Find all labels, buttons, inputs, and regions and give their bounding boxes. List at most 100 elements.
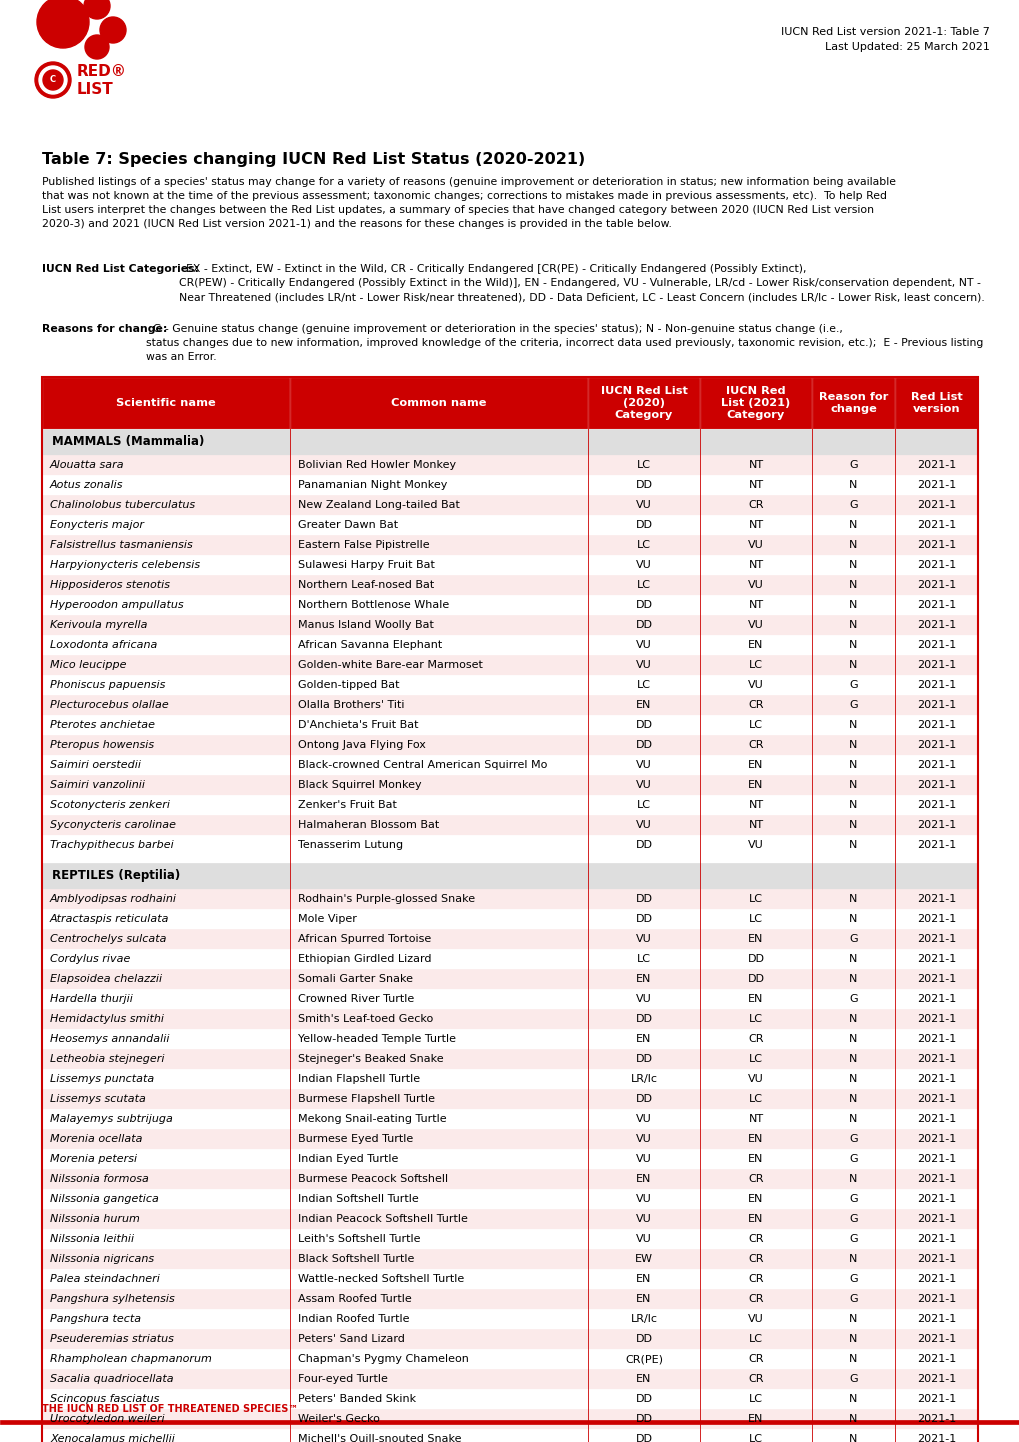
Text: VU: VU (636, 934, 651, 945)
Text: 2021-1: 2021-1 (916, 955, 955, 965)
Text: NT: NT (748, 521, 763, 531)
Text: N: N (849, 973, 857, 983)
Text: Tenasserim Lutung: Tenasserim Lutung (298, 841, 403, 849)
Text: NT: NT (748, 800, 763, 810)
Text: Peters' Banded Skink: Peters' Banded Skink (298, 1394, 416, 1405)
Bar (42, 989, 977, 1009)
Text: CR: CR (748, 699, 763, 709)
Text: Atractaspis reticulata: Atractaspis reticulata (50, 914, 169, 924)
Text: 2021-1: 2021-1 (916, 1115, 955, 1123)
Text: Falsistrellus tasmaniensis: Falsistrellus tasmaniensis (50, 539, 193, 549)
Text: New Zealand Long-tailed Bat: New Zealand Long-tailed Bat (298, 500, 460, 510)
Text: Harpyionycteris celebensis: Harpyionycteris celebensis (50, 559, 200, 570)
Text: Nilssonia formosa: Nilssonia formosa (50, 1174, 149, 1184)
Text: 2021-1: 2021-1 (916, 973, 955, 983)
Text: DD: DD (635, 1394, 652, 1405)
Text: 2021-1: 2021-1 (916, 1154, 955, 1164)
Bar (42, 1350, 977, 1368)
Text: NT: NT (748, 559, 763, 570)
Text: N: N (849, 1334, 857, 1344)
Text: DD: DD (747, 973, 764, 983)
Text: Chalinolobus tuberculatus: Chalinolobus tuberculatus (50, 500, 195, 510)
Text: G: G (849, 1133, 857, 1144)
Text: 2021-1: 2021-1 (916, 460, 955, 470)
Text: DD: DD (635, 841, 652, 849)
Text: Smith's Leaf-toed Gecko: Smith's Leaf-toed Gecko (298, 1014, 433, 1024)
Text: Ethiopian Girdled Lizard: Ethiopian Girdled Lizard (298, 955, 431, 965)
Bar (42, 695, 977, 715)
Bar (42, 890, 977, 908)
Circle shape (43, 71, 63, 89)
Bar (42, 456, 977, 474)
Text: 2021-1: 2021-1 (916, 699, 955, 709)
Text: 2021-1: 2021-1 (916, 934, 955, 945)
Text: Scotonycteris zenkeri: Scotonycteris zenkeri (50, 800, 170, 810)
Text: EW: EW (635, 1255, 652, 1265)
Text: Black Squirrel Monkey: Black Squirrel Monkey (298, 780, 421, 790)
Bar (42, 675, 977, 695)
Text: 2021-1: 2021-1 (916, 760, 955, 770)
Bar (42, 575, 977, 596)
Text: Greater Dawn Bat: Greater Dawn Bat (298, 521, 397, 531)
Text: 2021-1: 2021-1 (916, 820, 955, 831)
Text: G: G (849, 934, 857, 945)
Text: DD: DD (635, 1415, 652, 1425)
Text: EN: EN (748, 640, 763, 650)
Text: Golden-tipped Bat: Golden-tipped Bat (298, 681, 399, 691)
Bar (42, 1249, 977, 1269)
Text: DD: DD (747, 955, 764, 965)
Bar (42, 1289, 977, 1309)
Text: DD: DD (635, 740, 652, 750)
Text: Amblyodipsas rodhaini: Amblyodipsas rodhaini (50, 894, 177, 904)
Text: G - Genuine status change (genuine improvement or deterioration in the species' : G - Genuine status change (genuine impro… (147, 324, 983, 362)
Text: VU: VU (636, 820, 651, 831)
Text: 2021-1: 2021-1 (916, 1054, 955, 1064)
Text: 2021-1: 2021-1 (916, 660, 955, 671)
Text: Golden-white Bare-ear Marmoset: Golden-white Bare-ear Marmoset (298, 660, 482, 671)
Text: Pterotes anchietae: Pterotes anchietae (50, 720, 155, 730)
Text: Elapsoidea chelazzii: Elapsoidea chelazzii (50, 973, 162, 983)
Text: Black Softshell Turtle: Black Softshell Turtle (298, 1255, 414, 1265)
Text: EN: EN (748, 934, 763, 945)
Text: 2021-1: 2021-1 (916, 620, 955, 630)
Text: VU: VU (636, 1133, 651, 1144)
Text: Nilssonia nigricans: Nilssonia nigricans (50, 1255, 154, 1265)
Text: LC: LC (748, 1334, 762, 1344)
Bar (42, 1089, 977, 1109)
Text: Letheobia stejnegeri: Letheobia stejnegeri (50, 1054, 164, 1064)
Bar (42, 756, 977, 774)
Bar (42, 969, 977, 989)
Text: N: N (849, 559, 857, 570)
Bar (42, 535, 977, 555)
Text: 2021-1: 2021-1 (916, 539, 955, 549)
Text: G: G (849, 681, 857, 691)
Text: Sulawesi Harpy Fruit Bat: Sulawesi Harpy Fruit Bat (298, 559, 434, 570)
Text: Morenia ocellata: Morenia ocellata (50, 1133, 143, 1144)
Text: G: G (849, 1374, 857, 1384)
Text: EN: EN (636, 1374, 651, 1384)
Text: 2021-1: 2021-1 (916, 1394, 955, 1405)
Text: Reason for
change: Reason for change (818, 392, 888, 414)
Text: N: N (849, 1354, 857, 1364)
Text: Weiler's Gecko: Weiler's Gecko (298, 1415, 379, 1425)
Text: Hemidactylus smithi: Hemidactylus smithi (50, 1014, 164, 1024)
Text: DD: DD (635, 1094, 652, 1105)
Text: Trachypithecus barbei: Trachypithecus barbei (50, 841, 173, 849)
Text: Indian Softshell Turtle: Indian Softshell Turtle (298, 1194, 419, 1204)
Text: EN: EN (636, 699, 651, 709)
Text: VU: VU (636, 1154, 651, 1164)
Bar (42, 1309, 977, 1330)
Bar (42, 1368, 977, 1389)
Text: VU: VU (747, 539, 763, 549)
Text: Bolivian Red Howler Monkey: Bolivian Red Howler Monkey (298, 460, 455, 470)
Text: Aotus zonalis: Aotus zonalis (50, 480, 123, 490)
Text: EN: EN (636, 1174, 651, 1184)
Text: EN: EN (748, 1415, 763, 1425)
Text: LC: LC (748, 1394, 762, 1405)
Text: EN: EN (748, 1214, 763, 1224)
Text: EN: EN (748, 1154, 763, 1164)
Text: VU: VU (747, 1314, 763, 1324)
Bar (42, 1208, 977, 1229)
Text: N: N (849, 1415, 857, 1425)
Bar (42, 735, 977, 756)
